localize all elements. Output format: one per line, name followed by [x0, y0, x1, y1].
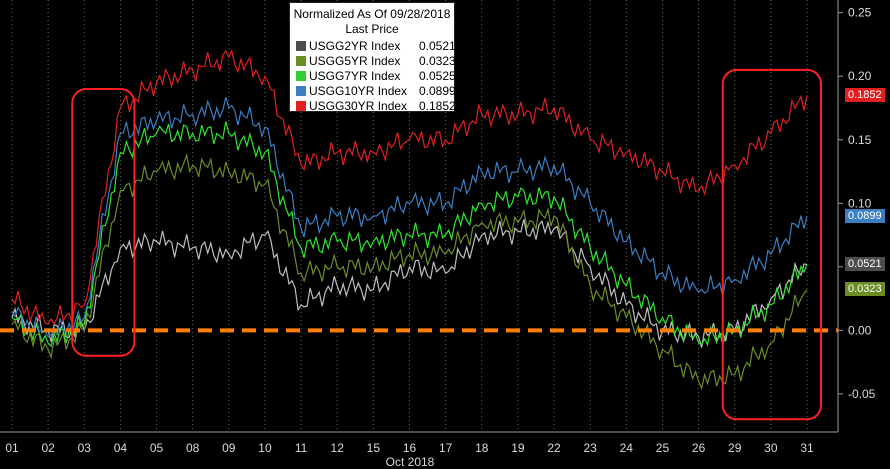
x-tick-label: 12	[331, 441, 345, 455]
x-axis-title: Oct 2018	[386, 455, 435, 469]
x-tick-label: 02	[41, 441, 55, 455]
x-tick-label: 15	[367, 441, 381, 455]
legend-series-name: USGG7YR Index	[309, 69, 401, 83]
x-tick-label: 09	[222, 441, 236, 455]
legend-entry: USGG30YR Index 0.1852	[296, 99, 456, 114]
legend: Normalized As Of 09/28/2018 Last Price U…	[289, 2, 456, 114]
legend-last-price: 0.0323	[419, 54, 456, 68]
y-tick-label: 0.25	[848, 6, 872, 20]
last-price-badge: 0.0899	[845, 209, 885, 224]
annotation-layer	[71, 68, 823, 421]
legend-last-price: 0.1852	[419, 99, 456, 113]
legend-series-name: USGG5YR Index	[309, 54, 401, 68]
x-tick-label: 04	[114, 441, 128, 455]
x-tick-label: 31	[800, 441, 814, 455]
legend-series-name: USGG2YR Index	[309, 39, 401, 53]
x-tick-label: 22	[547, 441, 561, 455]
highlight-box-1	[71, 87, 136, 357]
last-price-badge: 0.0521	[845, 257, 885, 272]
legend-entry: USGG5YR Index 0.0323	[296, 54, 456, 69]
x-tick-label: 25	[656, 441, 670, 455]
x-tick-label: 23	[584, 441, 598, 455]
chart-title: Normalized As Of 09/28/2018	[293, 7, 451, 21]
legend-swatch	[296, 41, 306, 51]
highlight-box-2	[721, 68, 823, 421]
last-price-badge: 0.0323	[845, 282, 885, 297]
x-tick-label: 10	[258, 441, 272, 455]
series-layer	[11, 48, 808, 391]
chart-subtitle: Last Price	[345, 22, 399, 36]
y-tick-label: 0.00	[848, 323, 872, 337]
y-tick-label: 0.15	[848, 133, 872, 147]
last-price-badge: 0.1852	[845, 88, 885, 103]
x-tick-label: 19	[511, 441, 525, 455]
x-tick-label: 24	[620, 441, 634, 455]
series-line-usgg5yr	[11, 152, 808, 391]
legend-last-price: 0.0521	[419, 39, 456, 53]
x-tick-label: 29	[728, 441, 742, 455]
legend-series-name: USGG10YR Index	[309, 84, 408, 98]
y-tick-label: 0.10	[848, 196, 872, 210]
x-tick-label: 17	[439, 441, 453, 455]
x-tick-label: 30	[764, 441, 778, 455]
legend-swatch	[296, 71, 306, 81]
legend-last-price: 0.0525	[419, 69, 456, 83]
x-tick-label: 03	[78, 441, 92, 455]
legend-entry: USGG2YR Index 0.0521	[296, 39, 456, 54]
x-tick-label: 18	[475, 441, 489, 455]
legend-swatch	[296, 56, 306, 66]
legend-entry: USGG10YR Index 0.0899	[296, 84, 456, 99]
x-tick-label: 01	[5, 441, 19, 455]
series-line-usgg10yr	[11, 97, 808, 338]
legend-entry: USGG7YR Index 0.0525	[296, 69, 456, 84]
legend-swatch	[296, 86, 306, 96]
legend-swatch	[296, 101, 306, 111]
y-tick-label: 0.20	[848, 69, 872, 83]
x-tick-label: 16	[403, 441, 417, 455]
series-line-usgg30yr	[11, 48, 808, 326]
x-tick-label: 08	[186, 441, 200, 455]
x-tick-label: 05	[150, 441, 164, 455]
series-line-usgg7yr	[11, 121, 808, 348]
y-tick-label: -0.05	[848, 387, 876, 401]
legend-series-name: USGG30YR Index	[309, 99, 408, 113]
x-tick-label: 26	[692, 441, 706, 455]
legend-last-price: 0.0899	[419, 84, 456, 98]
x-tick-label: 11	[295, 441, 308, 455]
